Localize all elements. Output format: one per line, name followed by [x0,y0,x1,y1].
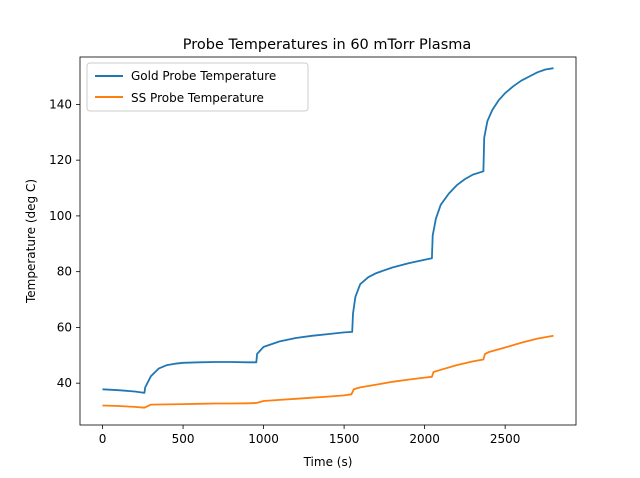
x-tick-label: 500 [172,432,195,446]
y-tick-label: 100 [49,209,72,223]
plot-frame [79,56,577,426]
y-axis-label: Temperature (deg C) [24,179,38,304]
series-line-ss [102,334,554,409]
legend: Gold Probe Temperature SS Probe Temperat… [86,62,309,112]
chart-title: Probe Temperatures in 60 mTorr Plasma [183,37,472,53]
x-axis-ticks: 0 500 1000 1500 2000 2500 [99,425,521,446]
x-tick-label: 2000 [409,432,440,446]
y-tick-label: 40 [57,376,72,390]
y-axis-ticks: 40 60 80 100 120 140 [49,97,80,390]
plot-area [79,56,577,426]
series-layer [102,67,554,409]
legend-box [86,62,309,112]
legend-label-ss: SS Probe Temperature [131,91,264,105]
series-line-gold [102,67,554,394]
legend-label-gold: Gold Probe Temperature [131,69,276,83]
y-tick-label: 80 [57,265,72,279]
y-tick-label: 60 [57,320,72,334]
y-tick-label: 140 [49,97,72,111]
y-tick-label: 120 [49,153,72,167]
x-tick-label: 1500 [329,432,360,446]
x-tick-label: 1000 [248,432,279,446]
x-axis-label: Time (s) [303,455,353,469]
x-tick-label: 0 [99,432,107,446]
x-tick-label: 2500 [490,432,521,446]
